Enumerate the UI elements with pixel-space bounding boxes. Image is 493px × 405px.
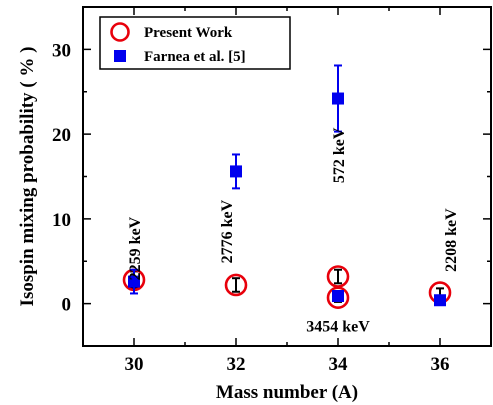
data-point-farnea [332, 92, 344, 105]
x-axis-title: Mass number (A) [216, 382, 358, 403]
energy-annotation: 2776 keV [219, 199, 236, 263]
data-point-present-work [224, 273, 248, 297]
plot-area: 30 32 34 36 0 10 20 30 Mass number (A) Isospin mi… [17, 6, 492, 403]
data-point-farnea [434, 294, 446, 307]
legend: Present Work Farnea et al. [5] [99, 16, 291, 70]
y-tick-label: 10 [52, 210, 71, 231]
data-point-farnea [332, 289, 344, 302]
energy-annotation: 572 keV [331, 127, 348, 183]
y-tick-label: 20 [52, 125, 71, 146]
legend-label: Farnea et al. [5] [144, 49, 246, 65]
legend-label: Present Work [144, 25, 233, 41]
y-axis-title: Isospin mixing probability ( % ) [17, 47, 38, 307]
legend-marker-farnea [114, 50, 126, 62]
x-tick-label: 32 [227, 354, 246, 375]
legend-marker-present-work [110, 22, 130, 42]
x-tick-label: 30 [125, 354, 144, 375]
energy-annotation: 2208 keV [443, 208, 460, 272]
energy-annotation: 2259 keV [127, 216, 144, 280]
energy-annotation: 3454 keV [306, 319, 370, 336]
y-tick-label: 30 [52, 40, 71, 61]
x-tick-label: 34 [329, 354, 349, 375]
data-point-present-work [326, 286, 350, 309]
legend-box [99, 16, 291, 70]
data-point-farnea [230, 165, 242, 178]
x-tick-label: 36 [431, 354, 450, 375]
y-tick-label: 0 [62, 295, 72, 316]
data-point-farnea [128, 275, 140, 288]
